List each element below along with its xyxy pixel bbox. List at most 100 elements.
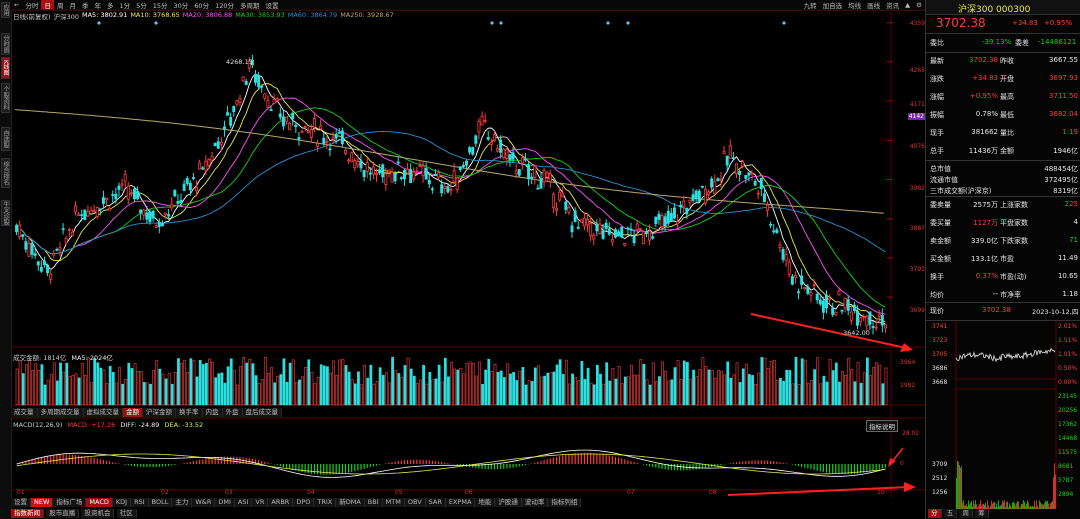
- indicator-tab[interactable]: ARBR: [268, 498, 294, 507]
- tab-timeshare[interactable]: 分时: [25, 2, 39, 10]
- mini-vol-tick-left: 2512: [932, 475, 948, 482]
- mini-tab-week[interactable]: 周: [959, 509, 973, 518]
- rail-diagnose-button[interactable]: 牛叉诊股: [1, 200, 10, 226]
- indicator-tab[interactable]: BBI: [364, 498, 383, 507]
- indicator-tab[interactable]: 指标广场: [53, 498, 87, 507]
- indicator-tab[interactable]: EXPMA: [445, 498, 476, 507]
- news-button[interactable]: 资讯: [886, 2, 900, 10]
- tab-daily[interactable]: 日: [41, 0, 54, 10]
- candle-body: [672, 207, 676, 219]
- candle-body: [716, 178, 720, 182]
- indicator-tab[interactable]: 新DMA: [336, 498, 365, 507]
- volume-bar: [651, 362, 655, 406]
- indicator-tab[interactable]: BOLL: [148, 498, 173, 507]
- rail-timeshare-button[interactable]: 分时图: [1, 33, 10, 55]
- tab-weekly[interactable]: 周: [56, 2, 64, 10]
- candle-body: [70, 231, 74, 236]
- ma-button[interactable]: 均线: [848, 2, 862, 10]
- tab-settings[interactable]: 设置: [265, 2, 279, 10]
- mini-tab-timeshare[interactable]: 分: [928, 509, 942, 518]
- tab-opportunity[interactable]: 投资机会: [81, 509, 115, 518]
- volume-bar: [456, 369, 460, 406]
- quote-row-value: 11436万: [968, 147, 998, 155]
- candle-body: [415, 170, 419, 173]
- volume-bar: [391, 357, 394, 406]
- indicator-tab[interactable]: W&R: [192, 498, 216, 507]
- indicator-tab[interactable]: 波动率: [521, 498, 549, 507]
- indicator-tab[interactable]: 地能: [475, 498, 496, 507]
- volume-tab[interactable]: 盘后成交量: [242, 408, 282, 417]
- tab-5min[interactable]: 5分: [136, 2, 147, 10]
- tab-monthly[interactable]: 月: [69, 2, 76, 10]
- indicator-tab[interactable]: 指标列组: [548, 498, 582, 507]
- rail-app-button[interactable]: 应用: [1, 2, 10, 18]
- volume-tab[interactable]: 内盘: [202, 408, 223, 417]
- rail-profile-button[interactable]: 个股资料: [1, 83, 10, 113]
- candle-body: [154, 225, 158, 228]
- volume-bar: [847, 357, 851, 406]
- tab-60min[interactable]: 60分: [194, 2, 210, 10]
- gear-icon[interactable]: ⚙: [916, 1, 922, 9]
- kline-chart[interactable]: [11, 0, 925, 519]
- tab-multi-period[interactable]: 多周期: [240, 2, 260, 10]
- volume-tab[interactable]: 虚拟成交量: [83, 408, 123, 417]
- tab-1min[interactable]: 1分: [119, 2, 131, 10]
- indicator-tab[interactable]: 沪股通: [495, 498, 522, 507]
- volume-tab[interactable]: 沪深金额: [143, 408, 176, 417]
- indicator-tab[interactable]: DMI: [215, 498, 235, 507]
- rail-watchlist-button[interactable]: 自选股: [1, 127, 10, 151]
- triangle-up-icon[interactable]: ▲: [905, 1, 911, 9]
- indicator-tab[interactable]: KDJ: [112, 498, 132, 507]
- volume-bar: [37, 369, 41, 406]
- volume-bar: [242, 357, 246, 406]
- tab-index-news[interactable]: 指数新闻: [11, 509, 44, 518]
- indicator-tab[interactable]: RSI: [131, 498, 149, 507]
- tab-15min[interactable]: 15分: [152, 2, 168, 10]
- indicator-tab[interactable]: SAR: [425, 498, 446, 507]
- tab-quarterly[interactable]: 季: [81, 2, 89, 10]
- mini-tab-five[interactable]: 五: [943, 509, 958, 518]
- mini-tab-chips[interactable]: 筹: [975, 509, 989, 518]
- tab-120min[interactable]: 120分: [215, 2, 234, 10]
- indicator-tab[interactable]: TRIX: [314, 498, 337, 507]
- volume-bar: [167, 372, 171, 406]
- volume-tab[interactable]: 多周期成交量: [37, 408, 84, 417]
- volume-tab[interactable]: 金额: [123, 408, 143, 417]
- indicator-tab[interactable]: NEW: [31, 498, 54, 507]
- candle-body: [545, 172, 549, 178]
- volume-bar: [366, 377, 370, 406]
- tab-yearly[interactable]: 年: [94, 2, 101, 10]
- indicator-help-button[interactable]: 指标说明: [866, 420, 898, 432]
- indicator-tab[interactable]: MACD: [86, 498, 113, 507]
- rail-ranking-button[interactable]: 综合排名: [1, 158, 10, 188]
- volume-bar: [620, 383, 624, 406]
- volume-bar: [204, 362, 208, 406]
- nine-turn-button[interactable]: 九转: [803, 2, 817, 10]
- add-watchlist-button[interactable]: 加自选: [822, 2, 843, 10]
- volume-tab[interactable]: 外盘: [222, 408, 243, 417]
- mini-timeshare-chart[interactable]: [926, 321, 1080, 519]
- indicator-tab[interactable]: 主力: [172, 498, 193, 507]
- tab-30min[interactable]: 30分: [173, 2, 189, 10]
- tab-community[interactable]: 社区: [116, 509, 137, 518]
- volume-bar: [831, 370, 835, 406]
- indicator-tab[interactable]: VR: [252, 498, 269, 507]
- tab-live[interactable]: 股市直播: [46, 509, 80, 518]
- indicator-tab[interactable]: OBV: [404, 498, 426, 507]
- indicator-tab[interactable]: MTM: [382, 498, 405, 507]
- draw-line-button[interactable]: 画线: [867, 2, 881, 10]
- indicator-tab[interactable]: ASI: [234, 498, 253, 507]
- back-arrow-icon[interactable]: ←: [14, 1, 20, 9]
- volume-bar: [93, 358, 97, 406]
- rail-kline-button[interactable]: K线图: [1, 57, 10, 79]
- volume-tab[interactable]: 换手率: [176, 408, 203, 417]
- indicator-tab[interactable]: DPO: [293, 498, 315, 507]
- quote-row-label: 最新: [930, 57, 944, 65]
- now-price-date: 2023-10-12,四: [1032, 308, 1079, 316]
- indicator-tab[interactable]: 设置: [11, 498, 31, 507]
- candle-body: [344, 149, 347, 154]
- tab-multi[interactable]: 多: [106, 2, 114, 10]
- volume-bar: [96, 362, 100, 406]
- volume-tab[interactable]: 成交量: [11, 408, 38, 417]
- legend-ma250: MA250: 3928.67: [340, 11, 394, 19]
